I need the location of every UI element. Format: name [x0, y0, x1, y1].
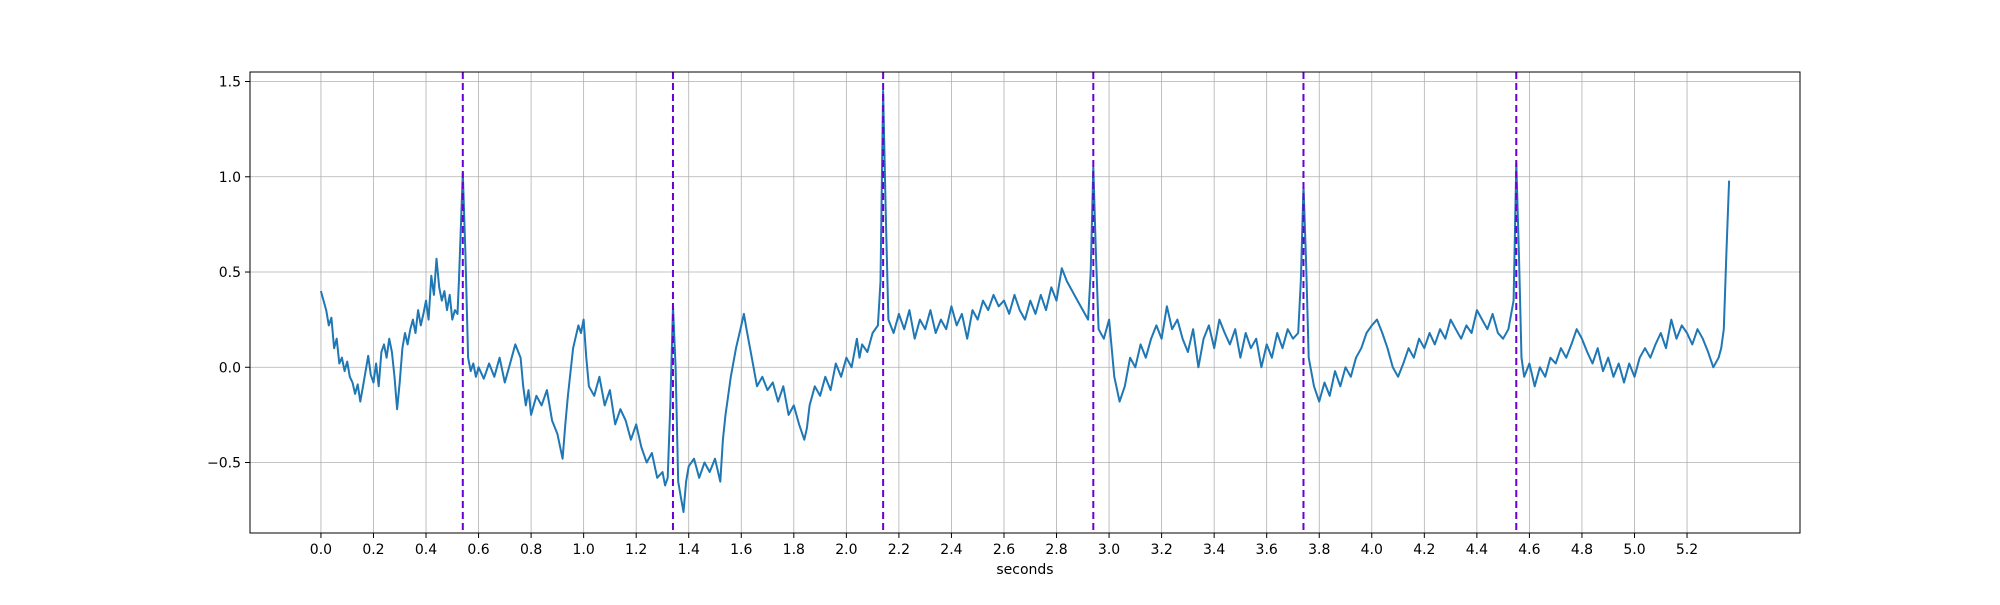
x-tick-label: 0.0	[310, 542, 332, 558]
x-tick-label: 2.0	[835, 542, 857, 558]
x-tick-label: 4.4	[1466, 542, 1488, 558]
x-tick-label: 1.8	[783, 542, 805, 558]
ecg-signal-line	[319, 90, 1731, 513]
x-axis-label: seconds	[996, 562, 1053, 578]
x-tick-label: 2.8	[1045, 542, 1067, 558]
marker-layer	[461, 72, 1518, 533]
y-tick-label: 1.5	[219, 75, 241, 91]
grid	[250, 72, 1800, 533]
x-axis-ticks: 0.0 0.2 0.4 0.6 0.8 1.0 1.2 1.4 1.6 1.8 2.0 2.2 2.4 2…	[310, 533, 1698, 558]
x-tick-label: 3.4	[1203, 542, 1225, 558]
x-tick-label: 0.8	[520, 542, 542, 558]
y-tick-label: 1.0	[219, 170, 241, 186]
x-tick-label: 1.0	[573, 542, 595, 558]
x-tick-label: 4.2	[1413, 542, 1435, 558]
x-tick-label: 3.0	[1098, 542, 1120, 558]
x-tick-label: 0.6	[467, 542, 489, 558]
x-tick-label: 4.6	[1518, 542, 1540, 558]
x-tick-label: 3.2	[1150, 542, 1172, 558]
x-tick-label: 0.4	[415, 542, 437, 558]
x-tick-label: 1.4	[678, 542, 700, 558]
y-tick-label: 0.5	[219, 265, 241, 281]
plot-frame	[249, 71, 1801, 534]
x-tick-label: 4.0	[1361, 542, 1383, 558]
x-tick-label: 1.2	[625, 542, 647, 558]
x-tick-label: 5.0	[1623, 542, 1645, 558]
x-tick-label: 5.2	[1676, 542, 1698, 558]
series-layer	[319, 90, 1731, 513]
y-axis-ticks: −0.5 0.0 0.5 1.0 1.5	[207, 75, 250, 472]
x-tick-label: 1.6	[730, 542, 752, 558]
x-tick-label: 2.2	[888, 542, 910, 558]
x-tick-label: 2.6	[993, 542, 1015, 558]
x-tick-label: 3.6	[1256, 542, 1278, 558]
x-tick-label: 4.8	[1571, 542, 1593, 558]
x-tick-label: 3.8	[1308, 542, 1330, 558]
y-tick-label: −0.5	[207, 456, 241, 472]
x-tick-label: 2.4	[940, 542, 962, 558]
x-tick-label: 0.2	[362, 542, 384, 558]
y-tick-label: 0.0	[219, 360, 241, 376]
